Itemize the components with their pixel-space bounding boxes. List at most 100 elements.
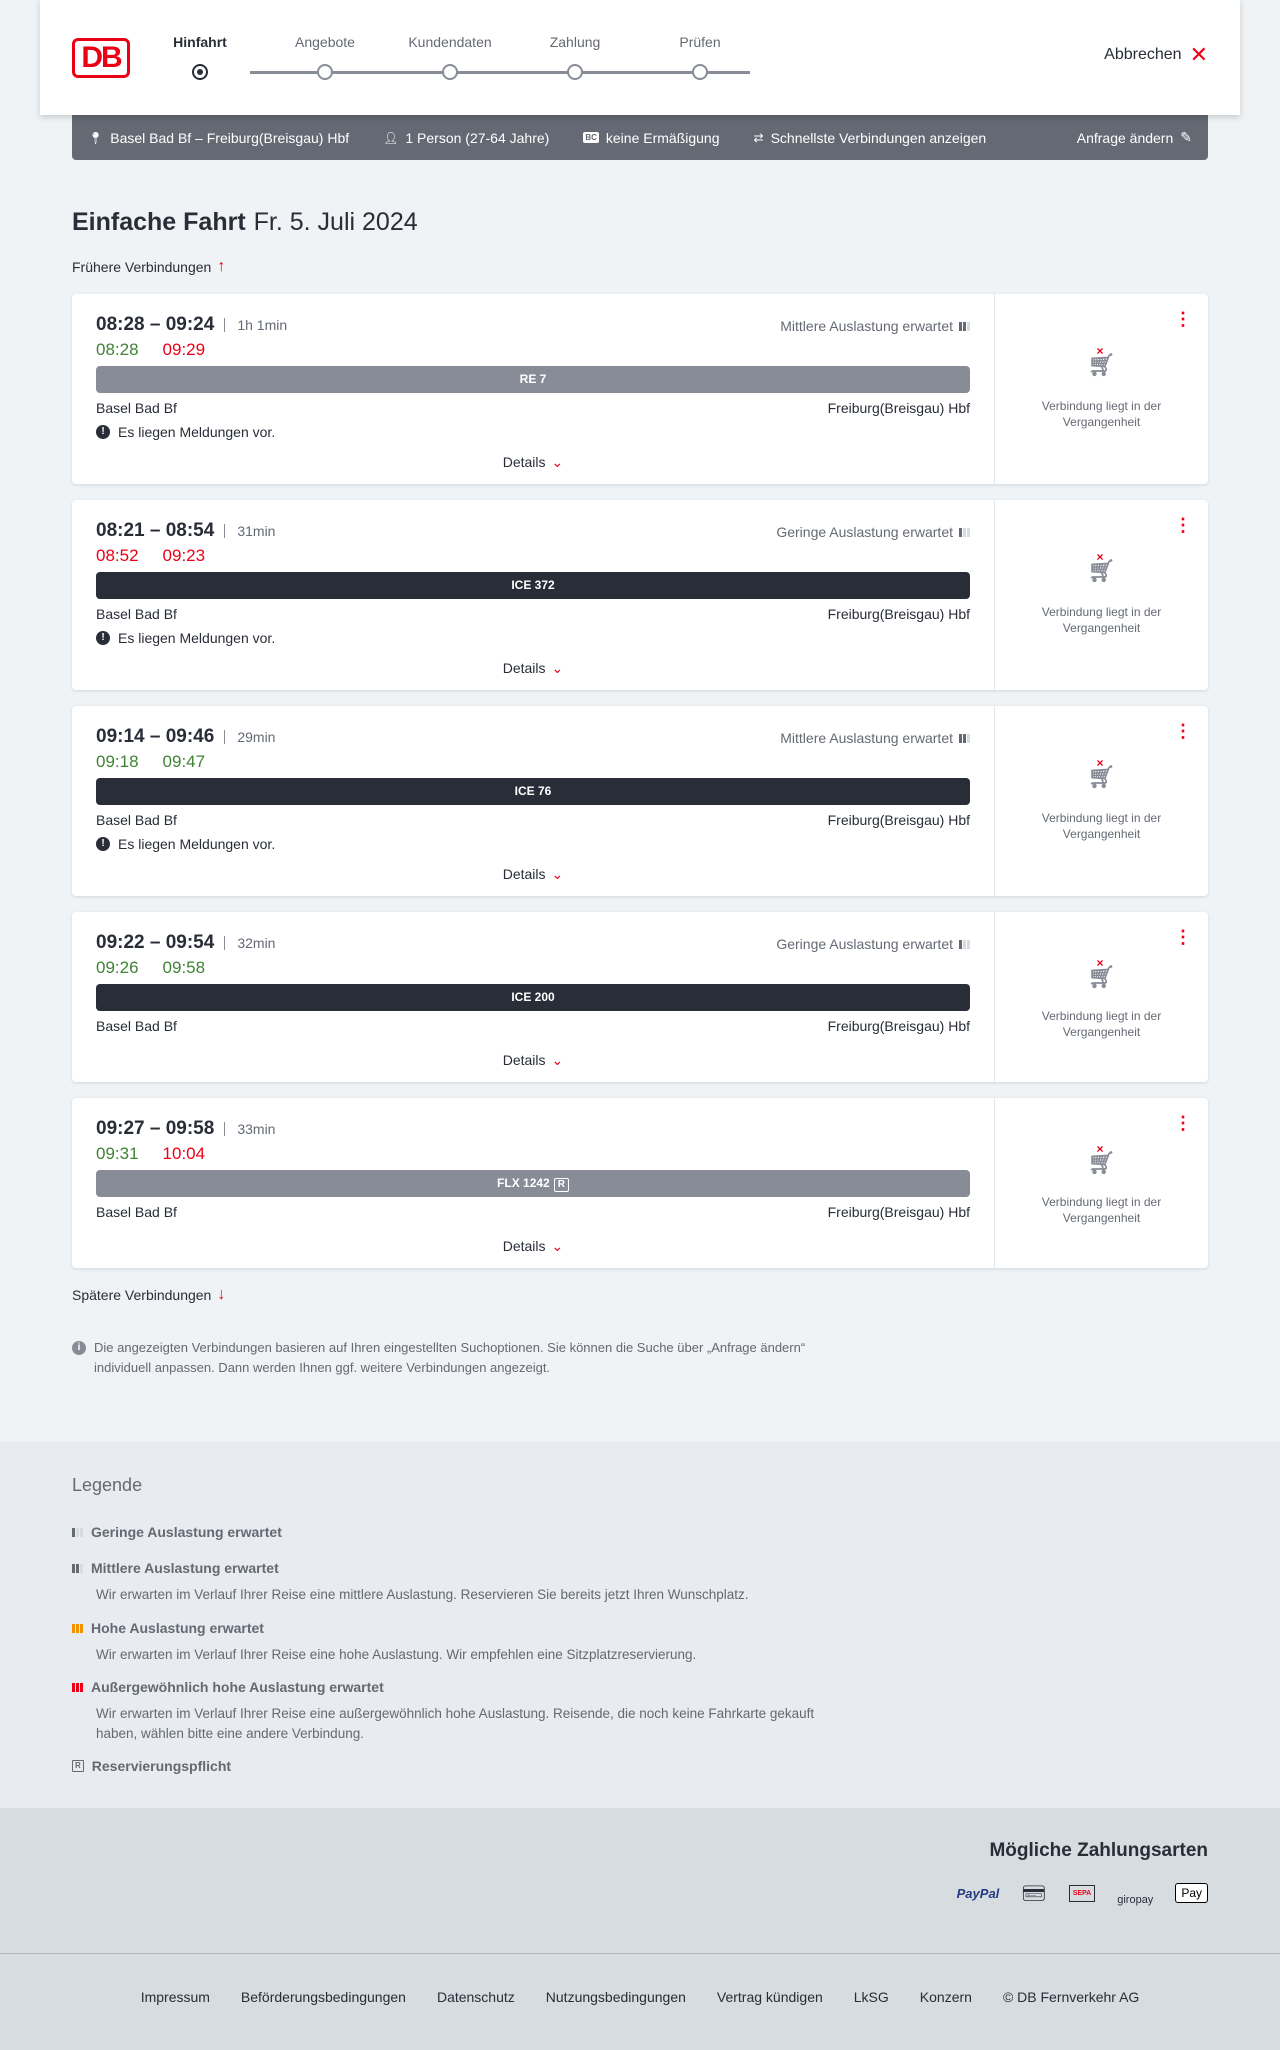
details-toggle[interactable]: Details ⌄ <box>72 1238 994 1255</box>
train-name: ICE 200 <box>511 990 555 1004</box>
exclamation-icon: ! <box>96 631 110 645</box>
cancel-button[interactable]: Abbrechen ✕ <box>1104 44 1208 66</box>
edit-request-label: Anfrage ändern <box>1076 129 1174 146</box>
footer-link[interactable]: Vertrag kündigen <box>716 1989 823 2005</box>
booking-panel: ⋮ 🛒︎ Verbindung liegt in der Vergangenhe… <box>994 912 1208 1082</box>
arrow-down-icon: ↓ <box>217 1286 226 1303</box>
details-toggle[interactable]: Details ⌄ <box>72 1052 994 1069</box>
progress-stepper: Hinfahrt Angebote Kundendaten Zahlung Prüfen <box>173 34 820 84</box>
load-medium-icon <box>959 733 970 743</box>
details-label: Details <box>502 866 546 882</box>
realtime-departure: 09:31 <box>96 1144 139 1163</box>
load-medium-icon <box>959 321 970 331</box>
legend-item-reservation: R Reservierungspflicht <box>72 1758 872 1774</box>
more-options-icon[interactable]: ⋮ <box>1174 927 1192 947</box>
realtime: 08:52 09:23 <box>96 546 205 566</box>
legend-item-title: Reservierungspflicht <box>91 1758 232 1774</box>
connection-time: 08:28 – 09:24 1h 1min <box>96 314 287 336</box>
chevron-down-icon: ⌄ <box>551 866 564 882</box>
train-bar: ICE 200 <box>96 984 970 1011</box>
notice-text: Es liegen Meldungen vor. <box>118 630 276 646</box>
duration: 29min <box>224 730 275 744</box>
footer-link[interactable]: Konzern <box>919 1989 972 2005</box>
step-0: Hinfahrt <box>173 34 227 50</box>
more-options-icon[interactable]: ⋮ <box>1174 1113 1192 1133</box>
train-bar: ICE 76 <box>96 778 970 805</box>
load-indicator: Geringe Auslastung erwartet <box>776 524 970 540</box>
scheduled-time: 09:22 – 09:54 <box>96 932 215 953</box>
legend-section: Legende Geringe Auslastung erwartet Mitt… <box>0 1442 1280 1808</box>
location-pin-icon: 📍︎ <box>88 130 104 145</box>
notice: ! Es liegen Meldungen vor. <box>96 836 275 852</box>
realtime-arrival: 10:04 <box>162 1144 206 1163</box>
realtime-departure: 09:26 <box>96 958 139 977</box>
step-dot <box>317 64 333 80</box>
realtime-departure: 08:28 <box>96 340 139 359</box>
step-dot <box>192 64 208 80</box>
arrow-up-icon: ↑ <box>217 258 226 275</box>
details-toggle[interactable]: Details ⌄ <box>72 454 994 471</box>
footer-link[interactable]: Impressum <box>140 1989 210 2005</box>
pencil-icon: ✎ <box>1180 129 1192 145</box>
footer-link[interactable]: Beförderungsbedingungen <box>240 1989 406 2005</box>
trip-type: Einfache Fahrt <box>72 208 246 236</box>
load-indicator: Mittlere Auslastung erwartet <box>780 730 970 746</box>
to-station: Freiburg(Breisgau) Hbf <box>827 606 970 622</box>
cart-unavailable-icon: 🛒︎ <box>995 352 1208 378</box>
duration: 32min <box>224 936 275 950</box>
realtime-arrival: 09:47 <box>162 752 206 771</box>
notice-text: Es liegen Meldungen vor. <box>118 836 276 852</box>
load-low-icon <box>959 939 970 949</box>
exclamation-icon: ! <box>96 837 110 851</box>
details-toggle[interactable]: Details ⌄ <box>72 866 994 883</box>
more-options-icon[interactable]: ⋮ <box>1174 309 1192 329</box>
to-station: Freiburg(Breisgau) Hbf <box>827 812 970 828</box>
details-toggle[interactable]: Details ⌄ <box>72 660 994 677</box>
stations: Basel Bad Bf Freiburg(Breisgau) Hbf <box>96 1018 970 1034</box>
realtime-departure: 08:52 <box>96 546 139 565</box>
scheduled-time: 08:21 – 08:54 <box>96 520 215 541</box>
from-station: Basel Bad Bf <box>96 1018 177 1034</box>
more-options-icon[interactable]: ⋮ <box>1174 721 1192 741</box>
reservation-required-icon: R <box>72 1760 84 1772</box>
legend-item-desc: Wir erwarten im Verlauf Ihrer Reise eine… <box>96 1587 749 1602</box>
footer-link[interactable]: Nutzungsbedingungen <box>545 1989 686 2005</box>
passenger-summary: 👤︎ 1 Person (27-64 Jahre) <box>383 130 549 146</box>
realtime: 09:18 09:47 <box>96 752 205 772</box>
load-low-icon <box>959 527 970 537</box>
load-text: Mittlere Auslastung erwartet <box>780 730 953 746</box>
person-icon: 👤︎ <box>383 130 399 145</box>
payment-title: Mögliche Zahlungsarten <box>989 1840 1208 1861</box>
to-station: Freiburg(Breisgau) Hbf <box>827 1018 970 1034</box>
connection-card: 09:22 – 09:54 32min 09:26 09:58 Geringe Au… <box>72 912 1208 1082</box>
connection-main: 08:21 – 08:54 31min 08:52 09:23 Geringe Au… <box>72 500 994 690</box>
later-connections-link[interactable]: Spätere Verbindungen ↓ <box>72 1286 225 1304</box>
discount-summary: BC keine Ermäßigung <box>583 130 720 146</box>
footer-link[interactable]: © DB Fernverkehr AG <box>1002 1989 1140 2005</box>
earlier-label: Frühere Verbindungen <box>72 259 212 275</box>
earlier-connections-link[interactable]: Frühere Verbindungen ↑ <box>72 258 225 276</box>
chevron-down-icon: ⌄ <box>551 1052 564 1068</box>
step-1: Angebote <box>295 34 355 50</box>
search-summary-bar: 📍︎ Basel Bad Bf – Freiburg(Breisgau) Hbf … <box>72 115 1208 160</box>
page-title: Einfache Fahrt Fr. 5. Juli 2024 <box>72 208 418 237</box>
from-station: Basel Bad Bf <box>96 1204 177 1220</box>
edit-request-button[interactable]: Anfrage ändern ✎ <box>1077 129 1192 146</box>
legend-item-title: Hohe Auslastung erwartet <box>91 1620 264 1636</box>
past-connection-text: Verbindung liegt in der Vergangenheit <box>1041 399 1162 429</box>
legend-item-low: Geringe Auslastung erwartet <box>72 1524 872 1540</box>
past-connection-text: Verbindung liegt in der Vergangenheit <box>1041 811 1162 841</box>
later-label: Spätere Verbindungen <box>72 1287 212 1303</box>
cart-unavailable-icon: 🛒︎ <box>995 764 1208 790</box>
legend-item-desc: Wir erwarten im Verlauf Ihrer Reise eine… <box>96 1647 697 1662</box>
cart-unavailable-icon: 🛒︎ <box>995 1150 1208 1176</box>
footer-link[interactable]: LkSG <box>853 1989 889 2005</box>
load-low-icon <box>72 1527 83 1537</box>
footer: Impressum Beförderungsbedingungen Datensch… <box>0 1953 1280 2050</box>
train-name: ICE 76 <box>514 784 552 798</box>
more-options-icon[interactable]: ⋮ <box>1174 515 1192 535</box>
booking-panel: ⋮ 🛒︎ Verbindung liegt in der Vergangenhe… <box>994 294 1208 484</box>
details-label: Details <box>502 1052 546 1068</box>
footer-link[interactable]: Datenschutz <box>436 1989 515 2005</box>
db-logo[interactable]: DB <box>72 38 130 78</box>
